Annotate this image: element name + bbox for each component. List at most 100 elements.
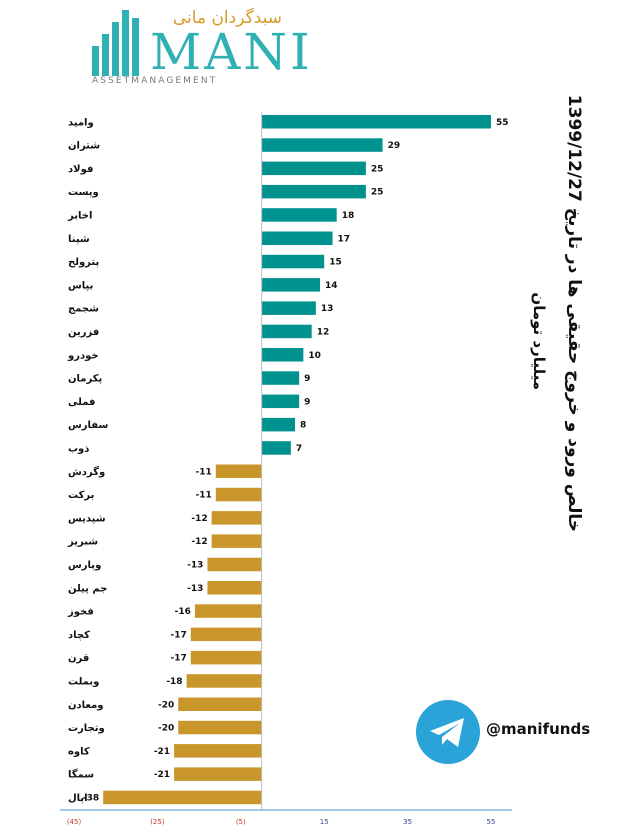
bar — [178, 720, 262, 735]
category-label: وپست — [68, 187, 99, 198]
bar — [261, 371, 300, 385]
bar — [215, 487, 262, 502]
x-tick-label: 15 — [320, 818, 329, 826]
bar — [261, 254, 325, 269]
bar — [261, 394, 300, 409]
telegram-icon — [416, 700, 480, 764]
category-label: اپال — [68, 793, 88, 804]
data-label: -21 — [154, 770, 170, 780]
category-label: وپارس — [68, 560, 101, 571]
bar — [261, 208, 337, 222]
chart-title-block: خالص ورود و خروج حقیقی ها در تاریخ 1399/… — [530, 94, 584, 532]
x-tick-label: (5) — [236, 818, 246, 826]
category-label: ومعادن — [68, 700, 103, 711]
category-label: فخوز — [67, 607, 94, 618]
data-label: 25 — [371, 188, 384, 198]
data-label: -12 — [191, 514, 207, 524]
data-label: 55 — [496, 118, 509, 128]
bar — [215, 464, 262, 478]
category-label: شپنا — [68, 234, 90, 245]
data-label: -18 — [166, 677, 182, 687]
category-label: خودرو — [67, 350, 99, 361]
category-label: سفارس — [68, 420, 109, 431]
data-label: -20 — [158, 700, 174, 710]
bar — [211, 511, 262, 525]
category-label: جم پیلن — [68, 583, 107, 594]
chart-unit-label: میلیارد تومان — [530, 292, 548, 390]
data-label: 15 — [329, 258, 342, 268]
category-label: فولاد — [68, 164, 93, 175]
data-label: -17 — [170, 630, 186, 640]
data-label: -16 — [175, 607, 191, 617]
data-label: 9 — [304, 374, 310, 384]
data-label: -17 — [170, 654, 186, 664]
bar — [261, 324, 312, 339]
bar — [178, 697, 262, 711]
data-label: -11 — [196, 491, 212, 501]
category-label: قرن — [68, 653, 89, 664]
bar — [211, 534, 262, 548]
data-label: 9 — [304, 397, 310, 407]
x-tick-label: (25) — [150, 818, 165, 826]
bar — [261, 417, 296, 432]
data-label: -20 — [158, 724, 174, 734]
x-tick-label: 35 — [403, 818, 412, 826]
bar — [261, 348, 304, 362]
category-label: شجمج — [68, 304, 99, 315]
data-label: -12 — [191, 537, 207, 547]
category-label: کچاد — [68, 630, 90, 641]
data-label: 17 — [338, 234, 351, 244]
category-label: بپاس — [68, 280, 93, 291]
logo-persian-text: سبدگردان مانی — [172, 8, 282, 28]
bar — [261, 441, 291, 455]
bar — [174, 767, 262, 781]
logo-subtitle: ASSETMANAGEMENT — [92, 76, 218, 86]
category-label: فزرین — [68, 327, 99, 338]
x-tick-label: (45) — [67, 818, 82, 826]
category-label: شپدیس — [68, 513, 106, 524]
data-label: 18 — [342, 211, 355, 221]
bar — [186, 674, 262, 688]
category-label: اخابر — [67, 210, 92, 221]
data-label: -21 — [154, 747, 170, 757]
data-label: 8 — [300, 421, 306, 431]
category-label: وامید — [68, 117, 94, 128]
category-label: شتران — [68, 141, 100, 152]
telegram-badge: @manifunds — [416, 700, 616, 764]
bar — [190, 627, 262, 642]
bar-columns-logo-icon — [92, 10, 139, 76]
category-label: پترولح — [68, 257, 99, 268]
bar — [261, 301, 316, 315]
telegram-handle: @manifunds — [486, 720, 591, 738]
data-label: -38 — [83, 793, 99, 803]
data-label: 25 — [371, 164, 384, 174]
bar — [207, 557, 262, 572]
bar — [261, 231, 333, 245]
data-label: 12 — [317, 327, 330, 337]
category-label: پکرمان — [68, 374, 103, 385]
data-label: 13 — [321, 304, 334, 314]
category-label: وتجارت — [68, 723, 105, 734]
category-label: ذوب — [68, 443, 89, 454]
bar — [261, 184, 366, 199]
category-label: کاوه — [68, 746, 90, 757]
bar — [207, 581, 262, 595]
bar — [194, 604, 262, 618]
category-label: وگردش — [68, 465, 105, 478]
bar — [103, 790, 262, 805]
brand-logo: سبدگردان مانی MANI ASSETMANAGEMENT — [88, 8, 310, 86]
bar — [261, 115, 491, 129]
data-label: -13 — [187, 584, 203, 594]
category-label: شبریز — [67, 537, 98, 548]
data-label: 7 — [296, 444, 302, 454]
data-label: 10 — [308, 351, 321, 361]
logo-wordmark: MANI — [150, 23, 313, 81]
chart-title: خالص ورود و خروج حقیقی ها در تاریخ 1399/… — [564, 94, 584, 532]
category-label: برکت — [68, 490, 94, 501]
x-tick-label: 55 — [487, 818, 496, 826]
bar — [190, 650, 262, 665]
data-label: -11 — [196, 467, 212, 477]
bar — [261, 278, 321, 292]
data-label: 29 — [388, 141, 401, 151]
